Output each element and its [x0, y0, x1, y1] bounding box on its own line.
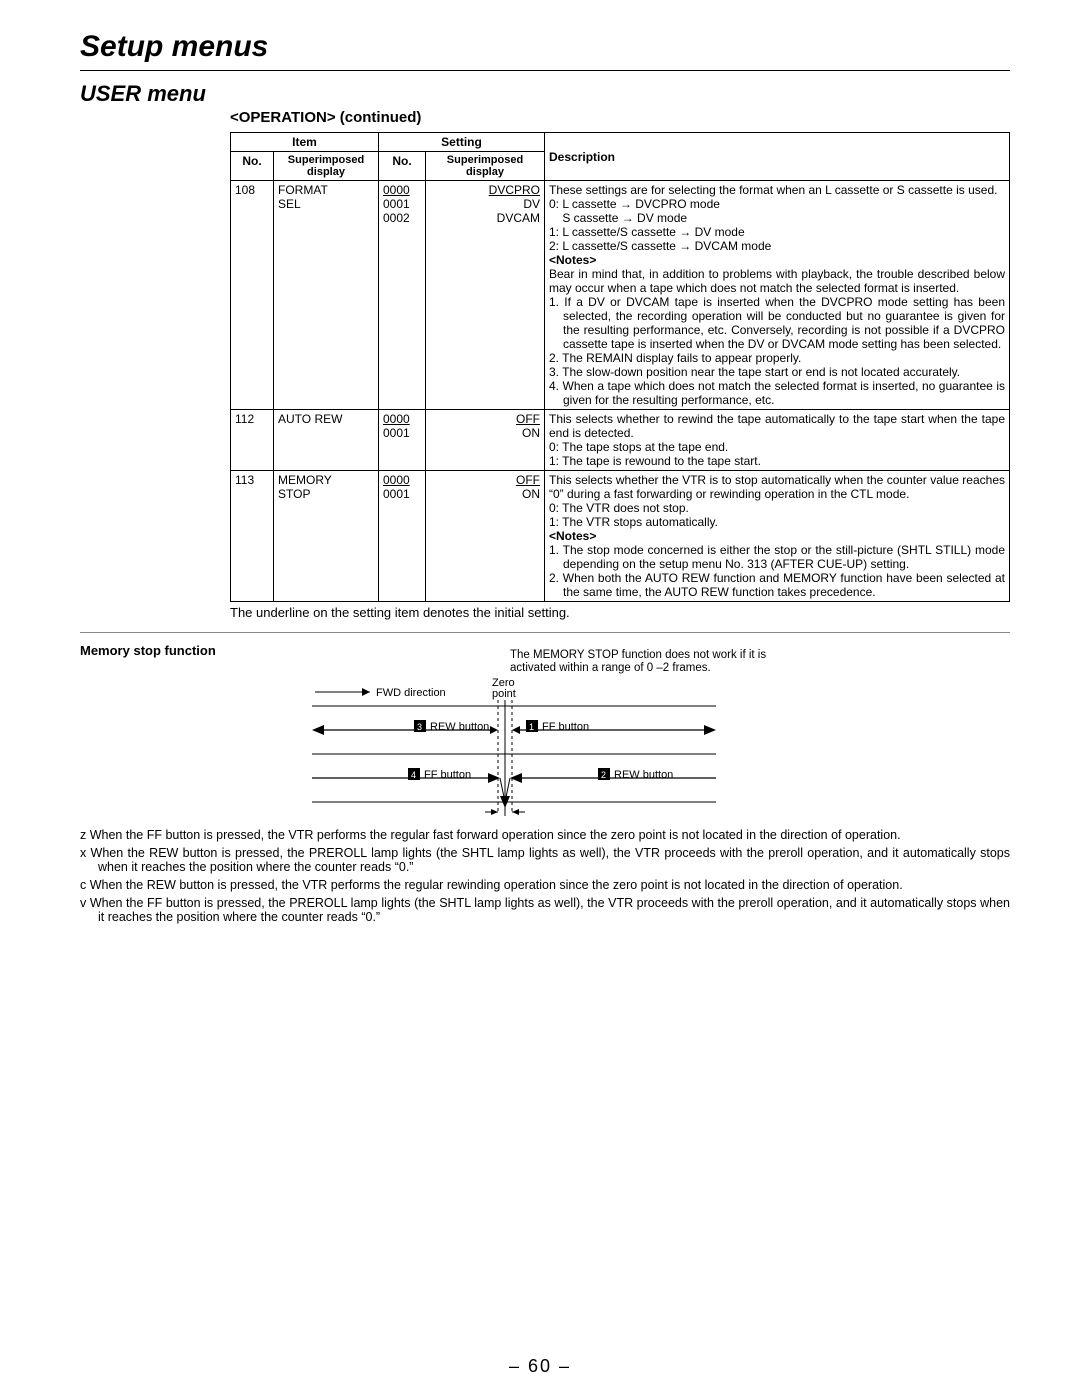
table-footnote: The underline on the setting item denote…: [230, 605, 1010, 620]
page-title: Setup menus: [80, 30, 1010, 64]
cell-no: 112: [231, 410, 274, 471]
svg-text:1: 1: [529, 722, 534, 732]
memory-note-item: x When the REW button is pressed, the PR…: [80, 846, 1010, 874]
memory-diagram: The MEMORY STOP function does not work i…: [80, 644, 1010, 824]
svg-text:2: 2: [601, 770, 606, 780]
cell-description: These settings are for selecting the for…: [545, 181, 1010, 410]
col-description: Description: [545, 133, 1010, 181]
cell-no: 108: [231, 181, 274, 410]
col-setting-no: No.: [379, 152, 426, 181]
cell-no: 113: [231, 471, 274, 602]
col-superimposed: Superimposed display: [274, 152, 379, 181]
col-item: Item: [231, 133, 379, 152]
cell-setting-no: 00000001: [379, 471, 426, 602]
operation-table: Item Setting Description No. Superimpose…: [230, 132, 1010, 602]
zero-label: Zeropoint: [492, 677, 516, 700]
cell-description: This selects whether to rewind the tape …: [545, 410, 1010, 471]
cell-item: MEMORY STOP: [274, 471, 379, 602]
cell-item: AUTO REW: [274, 410, 379, 471]
cell-setting-sup: DVCPRODVDVCAM: [426, 181, 545, 410]
col-no: No.: [231, 152, 274, 181]
svg-text:4: 4: [411, 770, 416, 780]
fwd-label: FWD direction: [376, 687, 446, 699]
diagram-note: The MEMORY STOP function does not work i…: [510, 649, 769, 674]
cell-setting-no: 000000010002: [379, 181, 426, 410]
subsection-title: <OPERATION> (continued): [230, 109, 1010, 126]
col-setting-superimposed: Superimposed display: [426, 152, 545, 181]
cell-item: FORMAT SEL: [274, 181, 379, 410]
memory-notes: z When the FF button is pressed, the VTR…: [80, 828, 1010, 924]
memory-note-item: c When the REW button is pressed, the VT…: [80, 878, 1010, 892]
cell-setting-sup: OFFON: [426, 471, 545, 602]
ff-button-label-2: FF button: [424, 769, 471, 781]
page-number: – 60 –: [0, 1356, 1080, 1377]
table-row: 108FORMAT SEL000000010002DVCPRODVDVCAMTh…: [231, 181, 1010, 410]
memory-note-item: z When the FF button is pressed, the VTR…: [80, 828, 1010, 842]
rew-button-label-2: REW button: [614, 769, 673, 781]
divider: [80, 632, 1010, 633]
table-row: 113MEMORY STOP00000001OFFONThis selects …: [231, 471, 1010, 602]
svg-text:3: 3: [417, 722, 422, 732]
table-header-row: Item Setting Description: [231, 133, 1010, 152]
ff-button-label: FF button: [542, 721, 589, 733]
table-row: 112AUTO REW00000001OFFONThis selects whe…: [231, 410, 1010, 471]
cell-description: This selects whether the VTR is to stop …: [545, 471, 1010, 602]
col-setting: Setting: [379, 133, 545, 152]
rew-button-label: REW button: [430, 721, 489, 733]
divider: [80, 70, 1010, 71]
section-title: USER menu: [80, 81, 1010, 107]
cell-setting-no: 00000001: [379, 410, 426, 471]
memory-note-item: v When the FF button is pressed, the PRE…: [80, 896, 1010, 924]
cell-setting-sup: OFFON: [426, 410, 545, 471]
